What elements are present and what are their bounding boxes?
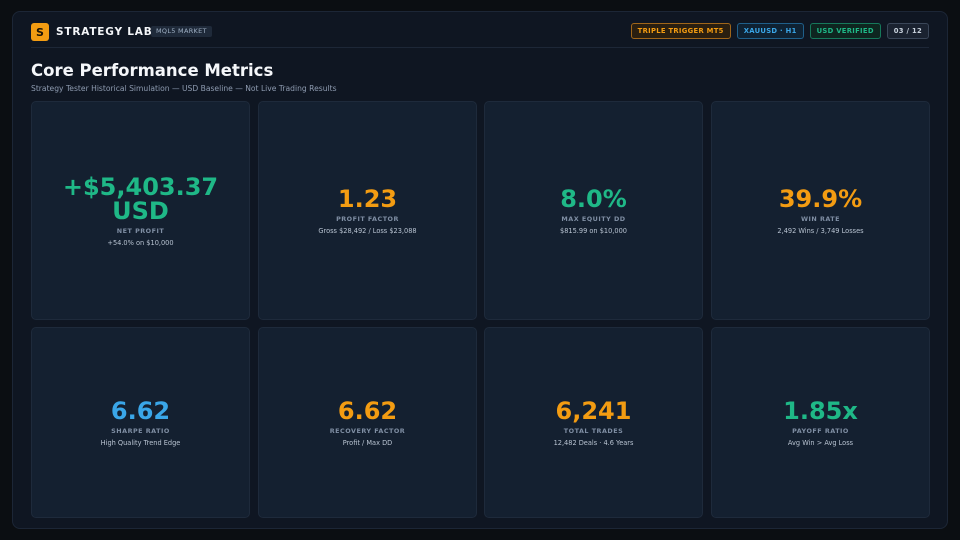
metric-value: +$5,403.37	[62, 172, 219, 201]
metric-note: Avg Win > Avg Loss	[787, 438, 854, 447]
metric-note: 2,492 Wins / 3,749 Losses	[777, 226, 864, 235]
metric-note: +54.0% on $10,000	[107, 238, 174, 247]
metric-card-total-trades: 6,241 TOTAL TRADES 12,482 Deals · 4.6 Ye…	[484, 327, 703, 518]
metric-label: PAYOFF RATIO	[792, 426, 849, 435]
metric-label: PROFIT FACTOR	[336, 214, 399, 223]
header-badges: TRIPLE TRIGGER MT5 XAUUSD · H1 USD VERIF…	[630, 23, 929, 39]
metric-card-net-profit: +$5,403.37 USD NET PROFIT +54.0% on $10,…	[31, 101, 250, 320]
slide-frame: S STRATEGY LAB. MQL5 MARKET TRIPLE TRIGG…	[12, 11, 948, 529]
metric-value: 1.85x	[783, 396, 858, 425]
metric-value: 6,241	[555, 396, 632, 425]
metric-label: MAX EQUITY DD	[561, 214, 626, 223]
metric-note: 12,482 Deals · 4.6 Years	[553, 438, 634, 447]
market-badge: MQL5 MARKET	[151, 26, 212, 37]
metric-note: $815.99 on $10,000	[560, 226, 627, 235]
metric-note: High Quality Trend Edge	[100, 438, 181, 447]
brand-name: STRATEGY LAB.	[56, 26, 158, 38]
logo-icon: S	[31, 23, 49, 41]
metric-label: NET PROFIT	[116, 226, 165, 235]
metric-value: 6.62	[337, 396, 398, 425]
metric-card-payoff: 1.85x PAYOFF RATIO Avg Win > Avg Loss	[711, 327, 930, 518]
page-title: Core Performance Metrics	[31, 61, 274, 80]
metric-card-sharpe: 6.62 SHARPE RATIO High Quality Trend Edg…	[31, 327, 250, 518]
metric-value: 8.0%	[560, 184, 627, 213]
page-subtitle: Strategy Tester Historical Simulation — …	[31, 84, 337, 93]
symbol-badge: XAUUSD · H1	[736, 23, 804, 39]
metric-card-profit-factor: 1.23 PROFIT FACTOR Gross $28,492 / Loss …	[258, 101, 477, 320]
metric-card-max-dd: 8.0% MAX EQUITY DD $815.99 on $10,000	[484, 101, 703, 320]
top-bar: S STRATEGY LAB. MQL5 MARKET TRIPLE TRIGG…	[31, 22, 929, 48]
metric-value: 6.62	[110, 396, 171, 425]
metric-value: 1.23	[337, 184, 398, 213]
page-counter: 03 / 12	[886, 23, 929, 39]
metric-value: 39.9%	[778, 184, 863, 213]
metric-label: WIN RATE	[800, 214, 841, 223]
verified-badge: USD VERIFIED	[809, 23, 881, 39]
strategy-badge: TRIPLE TRIGGER MT5	[630, 23, 731, 39]
metric-card-recovery: 6.62 RECOVERY FACTOR Profit / Max DD	[258, 327, 477, 518]
metric-note: Gross $28,492 / Loss $23,088	[318, 226, 417, 235]
metric-label: SHARPE RATIO	[111, 426, 170, 435]
metric-card-win-rate: 39.9% WIN RATE 2,492 Wins / 3,749 Losses	[711, 101, 930, 320]
metric-value-unit: USD	[112, 196, 169, 225]
metric-label: TOTAL TRADES	[563, 426, 624, 435]
metric-note: Profit / Max DD	[342, 438, 393, 447]
metric-label: RECOVERY FACTOR	[329, 426, 406, 435]
